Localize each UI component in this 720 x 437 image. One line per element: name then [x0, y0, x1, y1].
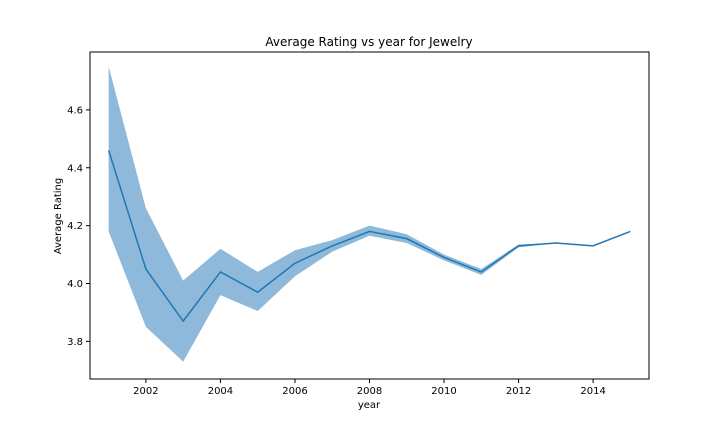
plot-area [107, 66, 632, 362]
data-point [256, 290, 260, 294]
y-tick-label: 4.4 [67, 163, 83, 174]
data-point [479, 270, 483, 274]
y-tick-label: 4.2 [67, 221, 83, 232]
x-tick-label: 2008 [357, 386, 382, 397]
y-axis: 3.8 4.0 4.2 4.4 4.6 [67, 105, 90, 348]
x-axis: 2002 2004 2006 2008 2010 2012 2014 [133, 379, 606, 397]
data-point [554, 241, 558, 245]
data-point [144, 267, 148, 271]
x-tick-label: 2012 [506, 386, 531, 397]
x-tick-label: 2004 [208, 386, 233, 397]
data-point [368, 229, 372, 233]
series-line [107, 150, 631, 323]
x-tick-label: 2010 [431, 386, 456, 397]
data-point [517, 244, 521, 248]
data-point [330, 244, 334, 248]
data-point [293, 261, 297, 265]
y-tick-label: 4.6 [67, 105, 83, 116]
x-tick-label: 2014 [580, 386, 605, 397]
data-point [405, 237, 409, 241]
x-tick-label: 2002 [133, 386, 158, 397]
data-point [628, 229, 632, 233]
data-point [218, 270, 222, 274]
chart-title: Average Rating vs year for Jewelry [265, 35, 472, 49]
y-axis-label: Average Rating [53, 178, 64, 254]
data-point [181, 319, 185, 323]
data-point [442, 255, 446, 259]
data-point [107, 148, 111, 152]
y-tick-label: 3.8 [67, 337, 83, 348]
confidence-band [108, 66, 631, 362]
x-tick-label: 2006 [282, 386, 307, 397]
data-point [591, 244, 595, 248]
y-tick-label: 4.0 [67, 279, 83, 290]
x-axis-label: year [358, 400, 381, 411]
